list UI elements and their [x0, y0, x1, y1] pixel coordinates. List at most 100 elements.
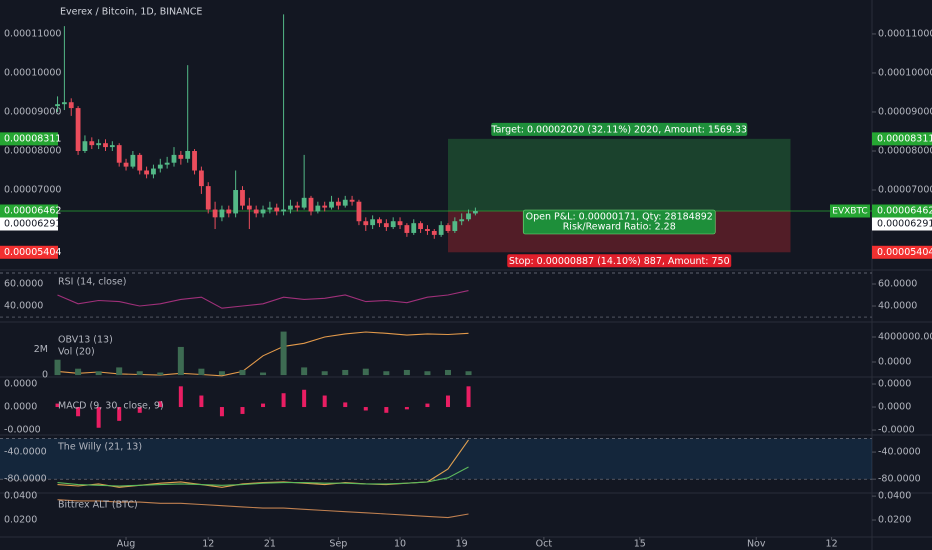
- y-tick-label: -0.0000: [878, 425, 915, 436]
- price-label-bg: [0, 132, 58, 146]
- volume-bar: [362, 368, 369, 376]
- candle-body: [116, 145, 122, 163]
- x-tick-label: 12: [826, 539, 838, 550]
- candle-body: [342, 199, 348, 206]
- volume-bar: [136, 371, 143, 376]
- candle-body: [274, 207, 280, 212]
- y-tick-label: 0.0400: [4, 491, 37, 502]
- legend-entry: OBV13 (13): [58, 335, 113, 346]
- candle-body: [438, 225, 444, 235]
- ratio-label: Risk/Reward Ratio: 2.28: [563, 222, 676, 233]
- band-fill: [0, 438, 872, 480]
- indicator-line: [57, 331, 469, 377]
- candle-body: [363, 221, 369, 226]
- y-tick-label: 0.00010000: [4, 67, 61, 78]
- histogram-bar: [343, 402, 348, 408]
- price-label-bg: [0, 245, 58, 259]
- y-tick-label: 0.00007000: [878, 185, 932, 196]
- histogram-bar: [178, 386, 183, 408]
- y-tick-label: 60.0000: [878, 278, 917, 289]
- price-label: 0.00005404: [4, 247, 61, 258]
- legend-entry: Vol (20): [58, 347, 95, 358]
- y-tick-label: 0.00009000: [4, 106, 61, 117]
- histogram-bar: [466, 386, 471, 408]
- target-label-bg: [491, 122, 748, 136]
- x-tick-label: 12: [202, 539, 214, 550]
- candle-body: [192, 150, 197, 171]
- volume-bar: [465, 371, 472, 376]
- candle-body: [294, 205, 300, 208]
- price-label-bg: [0, 204, 58, 218]
- candle-body: [185, 150, 191, 159]
- price-label: 0.00005404: [877, 247, 932, 258]
- candle-body: [377, 219, 382, 224]
- candle-body: [466, 213, 471, 220]
- volume-bar: [116, 367, 123, 376]
- y-tick-label: 40.0000: [4, 301, 43, 312]
- candle-body: [315, 205, 321, 212]
- x-tick-label: 21: [264, 539, 276, 550]
- price-label-bg: [0, 217, 58, 231]
- price-label-bg: [872, 132, 932, 146]
- histogram-bar: [384, 407, 389, 413]
- y-tick-label: 0.0000: [878, 379, 911, 390]
- candle-body: [335, 201, 341, 206]
- candle-body: [322, 205, 328, 208]
- x-tick-label: 19: [456, 539, 468, 550]
- candle-body: [472, 211, 478, 214]
- candle-body: [123, 162, 129, 167]
- histogram-bar: [219, 407, 224, 417]
- volume-bar: [260, 372, 267, 376]
- candle-body: [226, 209, 232, 214]
- symbol-label-bg: [830, 204, 870, 218]
- candle-body: [452, 221, 458, 231]
- candle-body: [240, 190, 245, 206]
- indicator-line: [57, 290, 469, 309]
- price-label-bg: [872, 245, 932, 259]
- candle-body: [308, 197, 314, 212]
- panel-title: Bittrex ALT (BTC): [58, 500, 138, 511]
- volume-bar: [403, 369, 410, 376]
- candle-body: [253, 209, 259, 214]
- symbol-label: EVXBTC: [832, 207, 867, 217]
- candle-body: [281, 209, 286, 212]
- histogram-bar: [302, 389, 307, 408]
- y-tick-label: 0.00008000: [878, 145, 932, 156]
- y-tick-label: -40.0000: [4, 447, 47, 458]
- histogram-bar: [363, 407, 368, 411]
- histogram-bar: [240, 407, 245, 414]
- candle-body: [103, 143, 108, 148]
- y-tick-label: 4000000.0000: [878, 332, 932, 343]
- candle-body: [445, 225, 451, 231]
- candle-body: [233, 190, 239, 214]
- candle-body: [164, 162, 170, 165]
- volume-bar: [54, 359, 61, 376]
- candle-body: [212, 209, 218, 218]
- price-label: 0.00008311: [877, 133, 932, 144]
- stop-label-bg: [507, 254, 732, 268]
- candle-body: [431, 230, 437, 235]
- y-tick-label: 0.00010000: [878, 67, 932, 78]
- price-label: 0.00006291: [4, 219, 61, 230]
- candle-body: [144, 170, 149, 175]
- histogram-bar: [261, 403, 266, 408]
- candle-body: [89, 141, 95, 146]
- candle-body: [178, 154, 184, 159]
- volume-bar: [301, 367, 308, 376]
- candle-body: [96, 143, 102, 146]
- y-tick-label: -80.0000: [4, 474, 47, 485]
- candle-body: [151, 168, 156, 175]
- volume-bar: [218, 371, 225, 376]
- volume-bar: [383, 371, 390, 376]
- target-label: Target: 0.00002020 (32.11%) 2020, Amount…: [490, 124, 747, 135]
- candle-body: [459, 219, 465, 222]
- y-tick-label: -40.0000: [878, 447, 921, 458]
- y-tick-label: 0.00011000: [4, 28, 61, 39]
- histogram-bar: [281, 393, 286, 408]
- volume-bar: [75, 368, 82, 376]
- volume-bar: [342, 369, 349, 376]
- candle-body: [370, 219, 376, 226]
- histogram-bar: [199, 395, 204, 408]
- histogram-bar: [322, 395, 327, 408]
